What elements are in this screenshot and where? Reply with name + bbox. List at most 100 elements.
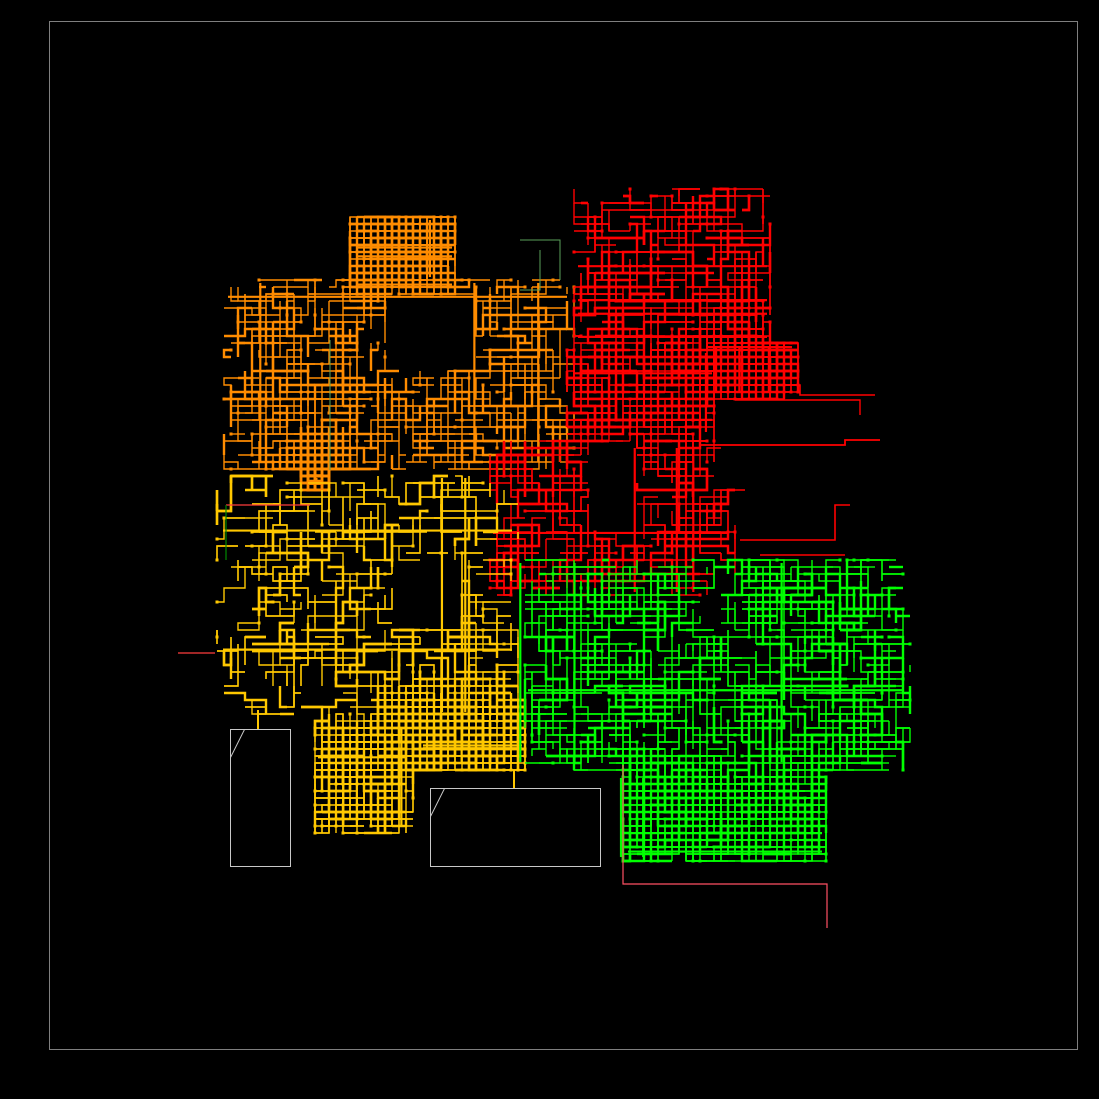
- yellow-branch: [468, 678, 491, 714]
- red-branch: [685, 314, 707, 350]
- red-branch: [586, 217, 597, 238]
- green-branch: [538, 588, 561, 651]
- yellow-branch: [294, 650, 309, 659]
- orange-branch: [370, 419, 392, 435]
- red-branch: [672, 188, 700, 196]
- red-branch: [511, 468, 540, 490]
- yellow-node: [250, 530, 254, 534]
- orange-branch: [504, 419, 539, 442]
- orange-branch: [315, 440, 351, 476]
- orange-branch: [327, 446, 366, 469]
- green-branch: [622, 588, 645, 652]
- yellow-branch: [356, 763, 378, 798]
- orange-branch: [306, 364, 315, 387]
- red-branch: [665, 532, 688, 548]
- yellow-node: [313, 775, 317, 779]
- red-branch: [574, 272, 610, 295]
- yellow-branch: [252, 545, 281, 574]
- green-branch: [755, 623, 777, 644]
- red-branch: [749, 356, 784, 393]
- orange-node: [460, 278, 464, 282]
- orange-branch: [364, 230, 393, 246]
- yellow-branch: [462, 579, 476, 625]
- yellow-branch: [462, 615, 483, 672]
- green-branch: [658, 677, 672, 693]
- yellow-branch: [405, 686, 428, 707]
- red-branch: [707, 314, 728, 337]
- green-branch: [861, 630, 882, 651]
- yellow-branch: [383, 747, 406, 770]
- yellow-branch: [483, 678, 505, 700]
- yellow-branch: [229, 474, 254, 490]
- green-branch: [875, 748, 896, 771]
- green-branch: [658, 721, 666, 743]
- green-branch: [847, 573, 869, 588]
- orange-branch: [321, 308, 364, 351]
- green-node: [866, 663, 870, 667]
- green-branch: [734, 699, 756, 722]
- yellow-branch: [504, 693, 525, 716]
- green-branch: [678, 756, 700, 792]
- yellow-branch: [364, 567, 385, 589]
- green-branch: [887, 586, 903, 609]
- green-node: [663, 691, 667, 695]
- yellow-branch: [335, 762, 357, 784]
- yellow-branch: [265, 671, 288, 686]
- green-branch: [840, 607, 863, 632]
- yellow-branch: [329, 483, 364, 511]
- red-branch: [608, 532, 623, 553]
- yellow-node: [390, 733, 394, 737]
- green-branch: [747, 691, 777, 702]
- orange-node: [432, 432, 436, 436]
- yellow-branch: [405, 482, 442, 519]
- green-node: [551, 761, 555, 765]
- yellow-branch: [405, 685, 442, 708]
- red-branch: [552, 566, 574, 588]
- green-branch: [887, 586, 903, 611]
- red-branch: [726, 231, 749, 252]
- green-branch: [742, 740, 765, 777]
- orange-branch: [426, 378, 448, 400]
- orange-region: [222, 215, 576, 492]
- red-branch: [565, 411, 588, 427]
- orange-node: [355, 439, 359, 443]
- red-branch: [581, 355, 604, 373]
- red-branch: [567, 419, 602, 441]
- green-branch: [790, 755, 813, 764]
- red-branch: [770, 371, 791, 393]
- red-branch: [777, 342, 799, 350]
- red-branch: [651, 349, 673, 371]
- green-node: [852, 740, 856, 744]
- red-branch: [490, 538, 526, 560]
- yellow-branch: [321, 742, 344, 757]
- green-branch: [840, 594, 854, 616]
- yellow-branch: [399, 474, 448, 506]
- orange-branch: [224, 397, 233, 427]
- green-branch: [755, 805, 777, 841]
- red-node: [509, 474, 513, 478]
- orange-branch: [412, 399, 435, 434]
- green-branch: [692, 805, 715, 826]
- yellow-branch: [371, 804, 392, 826]
- green-branch: [594, 651, 617, 672]
- yellow-branch: [468, 678, 491, 714]
- yellow-branch: [495, 665, 518, 700]
- orange-node: [348, 222, 352, 226]
- yellow-branch: [357, 476, 385, 497]
- orange-branch: [441, 440, 463, 462]
- red-branch: [657, 343, 686, 407]
- red-branch: [567, 552, 588, 574]
- yellow-branch: [217, 517, 245, 540]
- orange-branch: [406, 217, 428, 238]
- orange-branch: [273, 279, 309, 288]
- green-branch: [630, 826, 652, 848]
- red-branch: [665, 341, 700, 366]
- yellow-branch: [356, 503, 379, 539]
- yellow-node: [516, 768, 520, 772]
- orange-branch: [308, 468, 329, 490]
- yellow-branch: [496, 749, 519, 770]
- orange-branch: [231, 398, 260, 421]
- green-node: [887, 635, 891, 639]
- green-branch: [756, 602, 793, 665]
- red-branch: [678, 440, 714, 477]
